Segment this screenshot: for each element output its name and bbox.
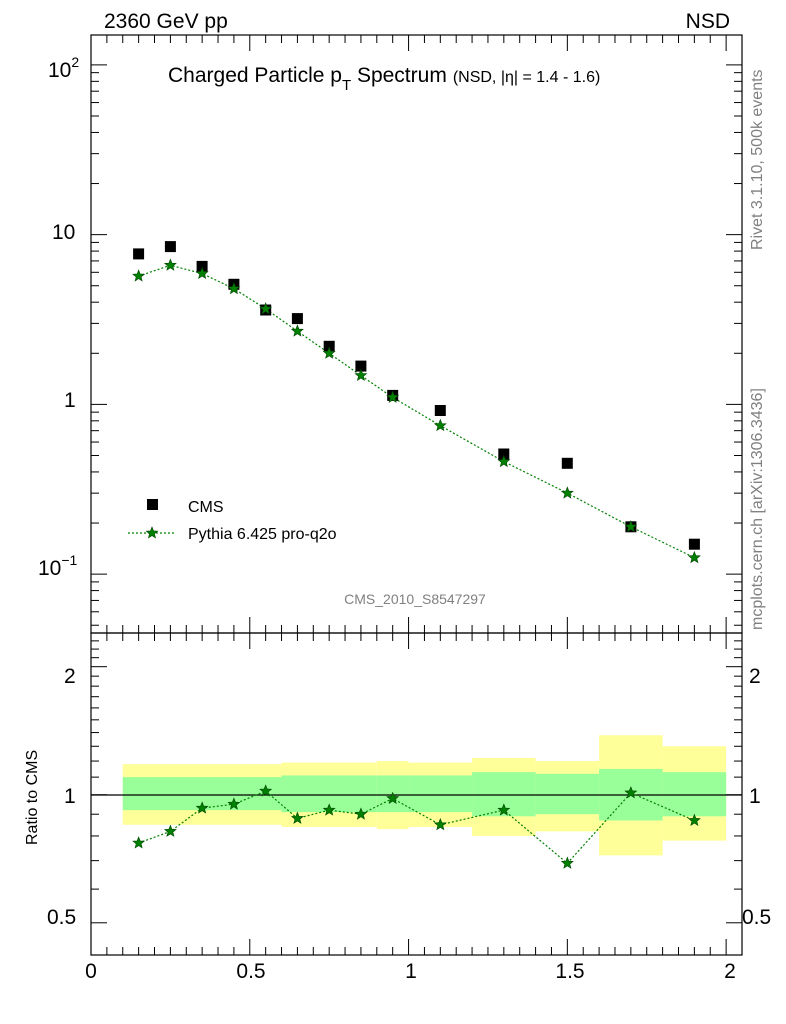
ratio-mc-point [386, 791, 400, 804]
upper-marks-layer [132, 241, 701, 564]
ratio-ytick-1: 1 [64, 785, 76, 808]
ratio-ytick-0.5-right: 0.5 [742, 906, 771, 929]
mc-data-point [227, 281, 241, 295]
ratio-ytick-2-right: 2 [749, 665, 761, 688]
mc-data-point [624, 519, 638, 533]
mc-data-point [497, 454, 511, 468]
mc-data-point [195, 266, 209, 280]
ytick-label-100: 102 [48, 54, 79, 82]
title-qualifier: (NSD, |η| = 1.4 - 1.6) [453, 69, 600, 86]
cms-data-point [323, 340, 335, 352]
xtick-label-1.5: 1.5 [555, 960, 584, 983]
ratio-ytick-0.5: 0.5 [47, 906, 76, 929]
mc-series-line [138, 264, 695, 559]
mc-data-point [322, 346, 336, 359]
ratio-ticks-layer [90, 632, 742, 955]
rivet-version-label: Rivet 3.1.10, 500k events [749, 69, 766, 250]
mc-data-point [163, 258, 177, 271]
ratio-mc-point [290, 811, 304, 824]
mc-data-point [386, 390, 400, 403]
upper-ticks-layer [90, 35, 742, 633]
cms-data-point [434, 405, 446, 416]
ratio-mc-point [259, 784, 273, 797]
xtick-label-0.5: 0.5 [236, 960, 265, 983]
cms-data-point [164, 241, 176, 253]
mc-data-point [560, 486, 574, 499]
ytick-label-0.1: 10−1 [38, 552, 78, 580]
legend-data-label: CMS [188, 499, 224, 516]
legend-mc-marker [145, 526, 159, 539]
ratio-mc-point [497, 803, 511, 816]
ratio-mc-point [195, 801, 209, 814]
upper-panel: 102 10 1 10−1 Charged Particle pT Spectr… [38, 34, 743, 634]
ratio-mc-point [687, 813, 701, 826]
header-left-label: 2360 GeV pp [104, 10, 228, 33]
legend-mc-label: Pythia 6.425 pro-q2o [188, 526, 337, 543]
cms-data-point [688, 538, 700, 550]
ratio-mc-point [624, 786, 638, 799]
ratio-mc-point [227, 797, 241, 810]
ratio-marks-layer [132, 784, 701, 869]
ytick-label-10: 10 [52, 221, 75, 244]
mc-data-point [290, 324, 304, 337]
xtick-label-1: 1 [405, 960, 417, 983]
mc-data-point [132, 269, 146, 282]
ratio-ytick-2: 2 [64, 665, 76, 688]
ytick-0.1-exp: −1 [61, 552, 77, 568]
ratio-band-inner [535, 773, 600, 815]
ratio-ytick-1-right: 1 [749, 785, 761, 808]
xtick-label-2: 2 [724, 960, 736, 983]
title-main: Charged Particle p [168, 64, 342, 87]
ytick-100-base: 10 [48, 59, 71, 82]
ytick-label-1: 1 [64, 389, 76, 412]
mc-data-point [259, 302, 273, 315]
cms-data-point [133, 248, 145, 260]
ratio-band-inner [408, 775, 473, 813]
chart-title: Charged Particle pT Spectrum (NSD, |η| = … [168, 64, 600, 94]
cms-data-point [196, 260, 208, 272]
ratio-ylabel: Ratio to CMS [24, 750, 41, 845]
legend-data-marker [147, 499, 158, 510]
mc-data-point [687, 550, 701, 564]
upper-plot-frame [90, 34, 743, 634]
header-right-label: NSD [686, 10, 730, 33]
title-subscript: T [342, 77, 351, 94]
analysis-watermark: CMS_2010_S8547297 [344, 591, 486, 607]
ratio-mc-point [132, 836, 146, 849]
mc-data-point [354, 368, 368, 382]
ratio-plot-frame [90, 632, 743, 956]
ytick-0.1-base: 10 [38, 557, 61, 580]
xtick-label-0: 0 [85, 960, 97, 983]
legend-mc-star [145, 526, 159, 539]
ratio-mc-point [433, 817, 447, 831]
mcplots-label: mcplots.cern.ch [arXiv:1306.3436] [749, 388, 766, 630]
cms-data-point [561, 457, 573, 469]
legend: CMS Pythia 6.425 pro-q2o [128, 499, 337, 543]
ratio-panel: 2 1 0.5 2 1 0.5 Ratio to CMS 0 0.5 1 1.5… [24, 632, 771, 983]
mc-data-point [433, 418, 447, 432]
title-main-2: Spectrum [351, 64, 447, 87]
cms-data-point [355, 360, 367, 372]
ratio-mc-point [354, 807, 368, 820]
ratio-mc-point [322, 803, 336, 816]
cms-data-point [498, 448, 510, 460]
ratio-mc-point [560, 856, 574, 869]
ytick-100-exp: 2 [71, 54, 79, 70]
ratio-band-inner [662, 772, 727, 817]
cms-data-point [291, 313, 303, 325]
ratio-mc-point [163, 824, 177, 837]
